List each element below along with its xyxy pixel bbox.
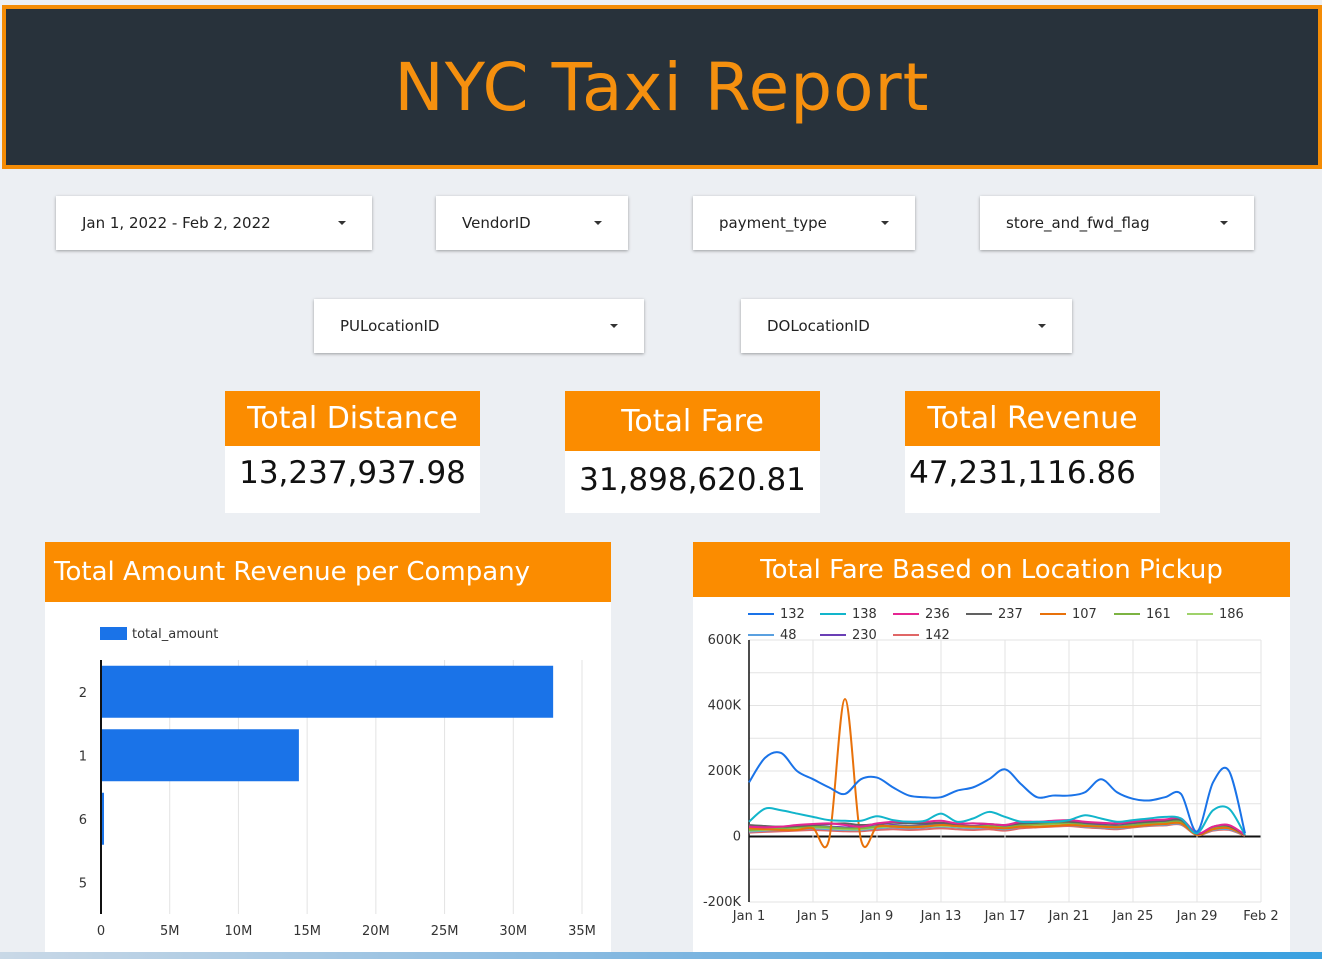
date-range-filter[interactable]: Jan 1, 2022 - Feb 2, 2022 — [56, 196, 372, 250]
store-flag-filter-label: store_and_fwd_flag — [1006, 214, 1150, 232]
legend-label: 48 — [780, 628, 797, 643]
line-chart-title: Total Fare Based on Location Pickup — [693, 542, 1290, 597]
payment-type-filter-label: payment_type — [719, 214, 827, 232]
x-tick-label: 35M — [568, 924, 596, 939]
legend-label: 186 — [1219, 607, 1244, 622]
line-chart-panel: Total Fare Based on Location Pickup 132 1… — [693, 542, 1290, 952]
kpi-value: 13,237,937.98 — [239, 455, 466, 491]
report-header: NYC Taxi Report — [2, 5, 1322, 169]
payment-type-filter[interactable]: payment_type — [693, 196, 915, 250]
legend-label: 138 — [852, 607, 877, 622]
y-tick-label: -200K — [703, 895, 742, 910]
x-tick-label: 20M — [362, 924, 390, 939]
x-tick-label: Jan 9 — [860, 909, 893, 924]
vendor-filter[interactable]: VendorID — [436, 196, 628, 250]
y-tick-label: 400K — [708, 699, 742, 714]
kpi-total-fare: Total Fare 31,898,620.81 — [565, 391, 820, 513]
x-tick-label: Jan 21 — [1048, 909, 1090, 924]
x-tick-label: 30M — [499, 924, 527, 939]
line-chart: 132 138 236 237 107 161 186 48 230 142 -200K 0 200K 4… — [703, 607, 1279, 924]
bar — [101, 792, 104, 845]
bar — [101, 729, 299, 782]
x-tick-label: 25M — [431, 924, 459, 939]
pu-location-filter[interactable]: PULocationID — [314, 299, 644, 353]
legend-label: 142 — [925, 628, 950, 643]
bar — [101, 665, 554, 718]
do-location-filter-label: DOLocationID — [767, 317, 870, 335]
legend-label: 161 — [1146, 607, 1171, 622]
legend-label: 236 — [925, 607, 950, 622]
x-tick-label: 0 — [97, 924, 105, 939]
chevron-down-icon — [881, 221, 889, 225]
x-tick-label: Feb 2 — [1243, 909, 1278, 924]
chevron-down-icon — [1220, 221, 1228, 225]
legend-label: 230 — [852, 628, 877, 643]
chevron-down-icon — [610, 324, 618, 328]
x-tick-label: 15M — [293, 924, 321, 939]
x-tick-label: Jan 25 — [1112, 909, 1154, 924]
kpi-value: 31,898,620.81 — [579, 462, 806, 498]
kpi-value: 47,231,116.86 — [909, 455, 1136, 491]
x-tick-label: Jan 13 — [920, 909, 962, 924]
x-tick-label: 10M — [225, 924, 253, 939]
bar-chart-panel: Total Amount Revenue per Company total_a… — [45, 542, 611, 952]
y-tick-label: 600K — [708, 633, 742, 648]
y-tick-label: 2 — [79, 686, 87, 701]
date-range-label: Jan 1, 2022 - Feb 2, 2022 — [82, 214, 271, 232]
footer-strip — [0, 952, 1322, 959]
report-title: NYC Taxi Report — [394, 48, 930, 126]
kpi-label: Total Distance — [225, 391, 480, 446]
kpi-total-distance: Total Distance 13,237,937.98 — [225, 391, 480, 513]
do-location-filter[interactable]: DOLocationID — [741, 299, 1072, 353]
kpi-total-revenue: Total Revenue 47,231,116.86 — [905, 391, 1160, 513]
x-tick-label: Jan 1 — [732, 909, 765, 924]
pu-location-filter-label: PULocationID — [340, 317, 440, 335]
chevron-down-icon — [1038, 324, 1046, 328]
y-tick-label: 1 — [79, 749, 87, 764]
y-tick-label: 6 — [79, 813, 87, 828]
bar-chart: total_amount 0 5M 10M 15M 20M 25M 30M 35M 2 1 6 5 — [79, 627, 596, 939]
y-tick-label: 0 — [733, 830, 741, 845]
series-line-236 — [748, 816, 1246, 836]
series-line-138 — [748, 805, 1246, 836]
chevron-down-icon — [338, 221, 346, 225]
vendor-filter-label: VendorID — [462, 214, 531, 232]
chevron-down-icon — [594, 221, 602, 225]
legend-label: 237 — [998, 607, 1023, 622]
legend-label: 107 — [1072, 607, 1097, 622]
series-line-132 — [748, 751, 1246, 834]
x-tick-label: Jan 5 — [796, 909, 829, 924]
x-tick-label: 5M — [160, 924, 180, 939]
legend-label: 132 — [780, 607, 805, 622]
y-tick-label: 200K — [708, 764, 742, 779]
y-tick-label: 5 — [79, 876, 87, 891]
bar-chart-title: Total Amount Revenue per Company — [45, 542, 611, 602]
legend-label: total_amount — [132, 627, 218, 642]
x-tick-label: Jan 17 — [984, 909, 1026, 924]
x-tick-label: Jan 29 — [1176, 909, 1218, 924]
kpi-label: Total Fare — [565, 391, 820, 451]
store-flag-filter[interactable]: store_and_fwd_flag — [980, 196, 1254, 250]
kpi-label: Total Revenue — [905, 391, 1160, 446]
legend-swatch — [100, 627, 127, 640]
